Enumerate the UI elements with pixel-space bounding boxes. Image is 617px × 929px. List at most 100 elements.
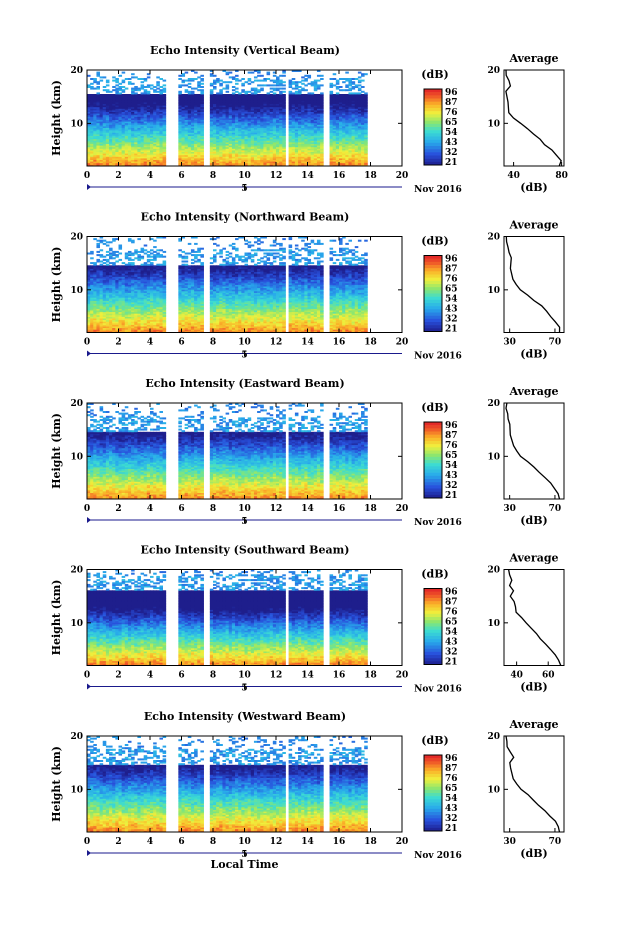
heatmap-cell — [100, 261, 104, 263]
colorbar-segment — [424, 111, 442, 114]
heatmap-cell — [122, 80, 126, 82]
heatmap-cell — [229, 81, 233, 83]
average-profile-line — [506, 70, 561, 166]
heatmap-cell — [260, 84, 264, 86]
colorbar-segment — [424, 159, 442, 162]
heatmap-cell — [292, 92, 296, 94]
heatmap-cell — [352, 86, 356, 88]
heatmap-cell — [330, 91, 334, 93]
heatmap-cell — [112, 89, 116, 91]
heatmap-cell — [96, 240, 100, 242]
heatmap-cell — [361, 91, 365, 93]
heatmap-cell — [128, 262, 132, 264]
heatmap-cell — [361, 86, 365, 88]
heatmap-cell — [134, 76, 138, 78]
heatmap-cell — [96, 92, 100, 94]
heatmap-cell — [141, 92, 145, 94]
heatmap-cell — [345, 72, 349, 74]
heatmap-cell — [342, 78, 346, 80]
colorbar-tick-label: 76 — [445, 108, 458, 118]
heatmap-cell — [122, 94, 126, 96]
heatmap-cell — [251, 72, 255, 74]
heatmap-cell — [103, 86, 107, 88]
colorbar-tick-label: 87 — [445, 98, 458, 108]
heatmap-cell — [106, 241, 110, 243]
heatmap-cell — [304, 75, 308, 77]
heatmap-cell — [119, 86, 123, 88]
colorbar-tick-label: 32 — [445, 148, 458, 158]
heatmap-cell — [131, 83, 135, 85]
heatmap-cell — [317, 94, 321, 96]
heatmap-cell — [257, 75, 261, 77]
panel-title: Echo Intensity (Northward Beam) — [141, 211, 350, 224]
heatmap-cell — [364, 73, 368, 75]
heatmap-cell — [87, 253, 91, 255]
heatmap-cell — [131, 240, 135, 242]
heatmap-cell — [150, 88, 154, 90]
heatmap-cell — [298, 86, 302, 88]
heatmap-cell — [96, 72, 100, 74]
heatmap-cell — [263, 84, 267, 86]
heatmap-cell — [314, 94, 318, 96]
heatmap-cell — [188, 83, 192, 85]
heatmap-cell — [119, 265, 123, 267]
heatmap-cell — [191, 78, 195, 80]
day-label: 5 — [241, 184, 247, 194]
x-tick-label: 6 — [178, 171, 184, 181]
heatmap-cell — [103, 240, 107, 242]
heatmap-cell — [345, 84, 349, 86]
heatmap-cell — [115, 78, 119, 80]
colorbar-tick-label: 54 — [445, 128, 458, 138]
heatmap-cell — [219, 83, 223, 85]
heatmap-cell — [333, 84, 337, 86]
heatmap-cell — [308, 75, 312, 77]
heatmap-cell — [128, 257, 132, 259]
heatmap-cell — [100, 80, 104, 82]
heatmap-cell — [191, 91, 195, 93]
heatmap-cell — [222, 94, 226, 96]
heatmap-cell — [257, 84, 261, 86]
heatmap-cell — [115, 84, 119, 86]
heatmap-cell — [87, 84, 91, 86]
colorbar-segment — [424, 118, 442, 121]
heatmap-cell — [134, 92, 138, 94]
heatmap-cell — [112, 262, 116, 264]
heatmap-cell — [257, 89, 261, 91]
heatmap-cell — [333, 78, 337, 80]
heatmap-cell — [279, 91, 283, 93]
heatmap-cell — [106, 259, 110, 261]
heatmap-cell — [276, 88, 280, 90]
heatmap-cell — [109, 91, 113, 93]
heatmap-cell — [109, 94, 113, 96]
heatmap-cell — [159, 78, 163, 80]
heatmap-cell — [314, 80, 318, 82]
colorbar-segment — [424, 108, 442, 111]
heatmap-cell — [301, 76, 305, 78]
heatmap-cell — [298, 89, 302, 91]
heatmap-cell — [109, 265, 113, 267]
heatmap-cell — [241, 78, 245, 80]
heatmap-cell — [106, 84, 110, 86]
heatmap-cell — [361, 94, 365, 96]
heatmap-cell — [348, 78, 352, 80]
heatmap-cell — [238, 92, 242, 94]
heatmap-cell — [178, 84, 182, 86]
heatmap-cell — [194, 94, 198, 96]
heatmap-cell — [90, 265, 94, 267]
heatmap-cell — [100, 76, 104, 78]
heatmap-cell — [131, 262, 135, 264]
heatmap-cell — [141, 84, 145, 86]
heatmap-cell — [352, 92, 356, 94]
colorbar-segment — [424, 102, 442, 105]
heatmap-cell — [254, 80, 258, 82]
heatmap-cell — [122, 72, 126, 74]
heatmap-cell — [112, 80, 116, 82]
heatmap-cell — [103, 265, 107, 267]
heatmap-cell — [304, 78, 308, 80]
heatmap-cell — [163, 80, 167, 82]
heatmap-cell — [273, 88, 277, 90]
heatmap-cell — [235, 91, 239, 93]
heatmap-cell — [137, 251, 141, 253]
heatmap-cell — [348, 92, 352, 94]
heatmap-cell — [235, 75, 239, 77]
